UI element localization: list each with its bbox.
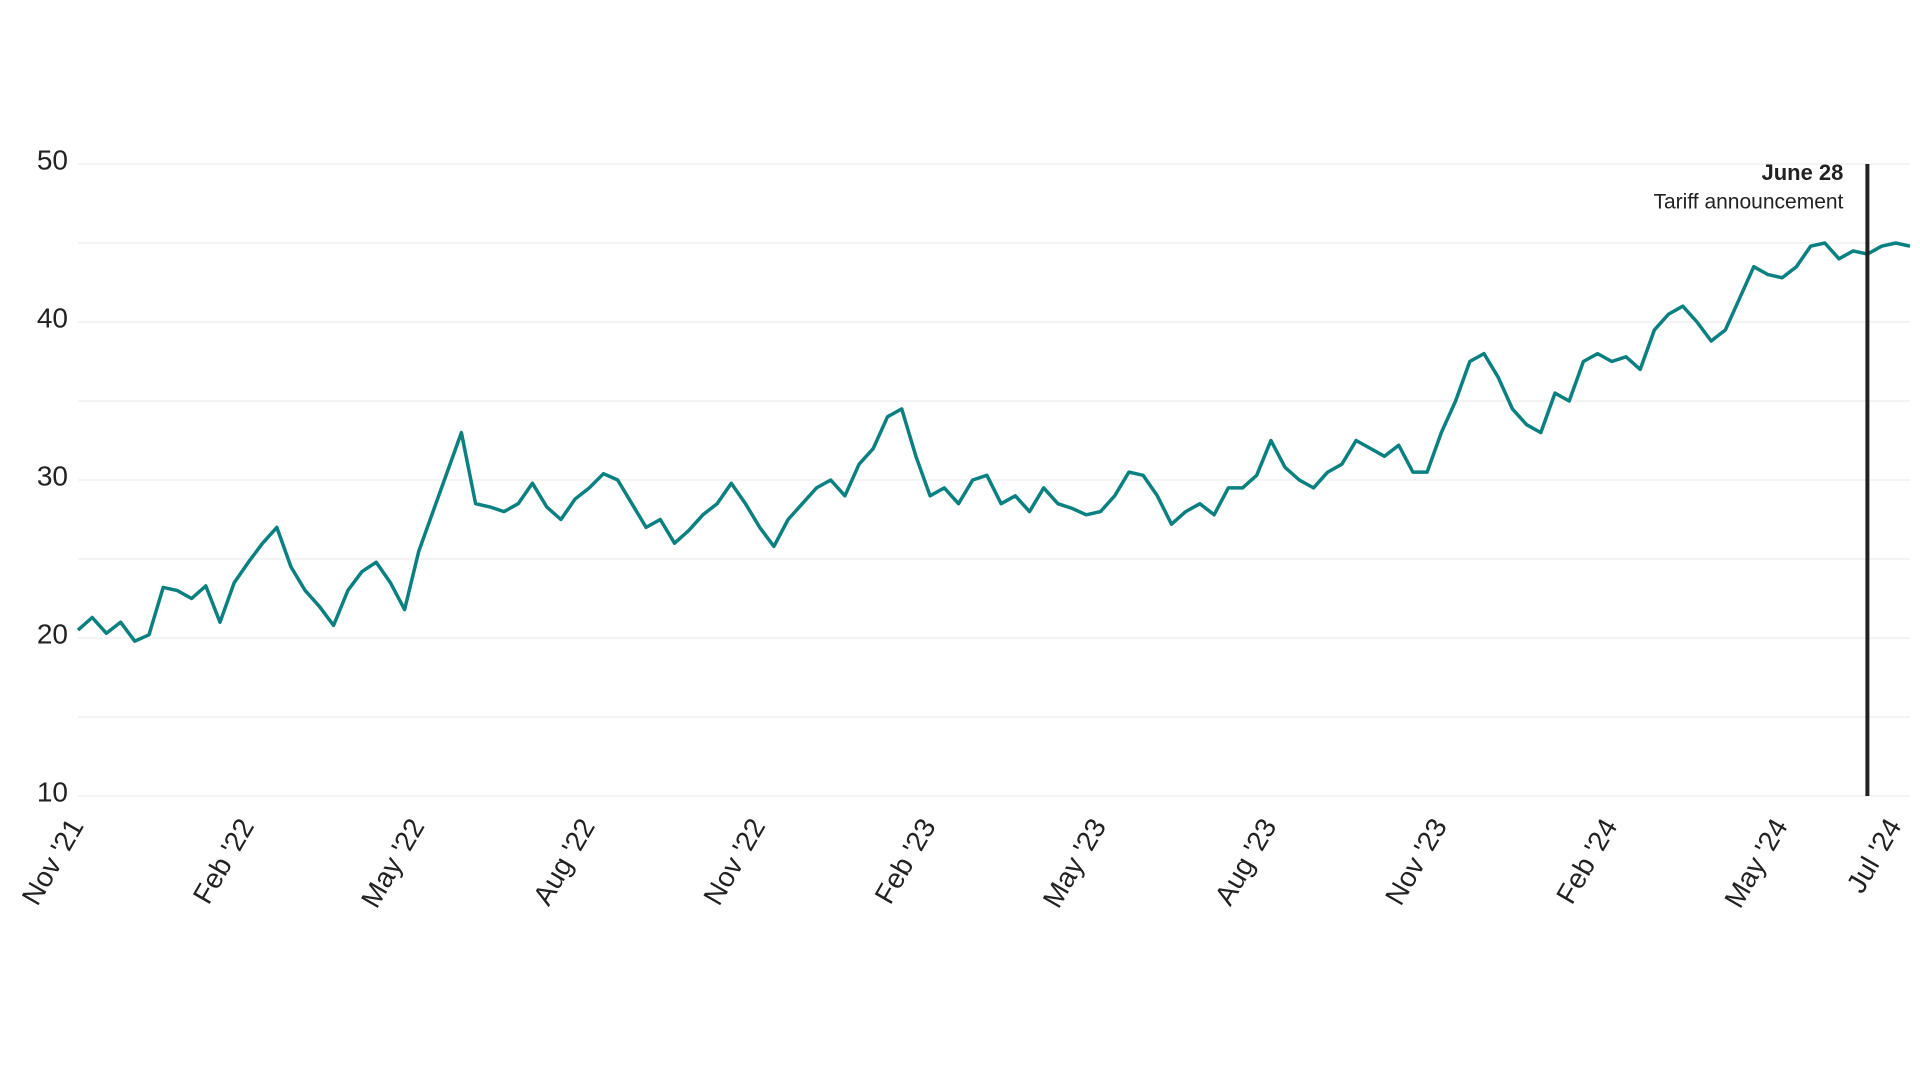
x-tick-label: May '23 <box>1037 813 1112 913</box>
x-tick-label: May '22 <box>355 813 430 913</box>
y-tick-label: 10 <box>37 776 68 807</box>
y-tick-label: 40 <box>37 302 68 333</box>
annotation-label: June 28 <box>1761 160 1843 185</box>
x-tick-label: Nov '21 <box>16 813 90 910</box>
x-tick-label: Aug '23 <box>1209 813 1283 910</box>
y-tick-label: 20 <box>37 618 68 649</box>
y-tick-label: 50 <box>37 144 68 175</box>
x-tick-label: Aug '22 <box>527 813 601 910</box>
data-line <box>76 241 1911 643</box>
x-tick-label: Nov '23 <box>1379 813 1453 910</box>
x-tick-label: Feb '23 <box>869 813 942 909</box>
x-tick-label: May '24 <box>1718 813 1793 913</box>
y-tick-label: 30 <box>37 460 68 491</box>
x-tick-label: Jul '24 <box>1841 813 1908 898</box>
x-tick-label: Nov '22 <box>697 813 771 910</box>
annotation-text: Tariff announcement <box>1653 191 1843 214</box>
x-tick-label: Feb '24 <box>1550 813 1623 909</box>
x-tick-label: Feb '22 <box>187 813 260 909</box>
